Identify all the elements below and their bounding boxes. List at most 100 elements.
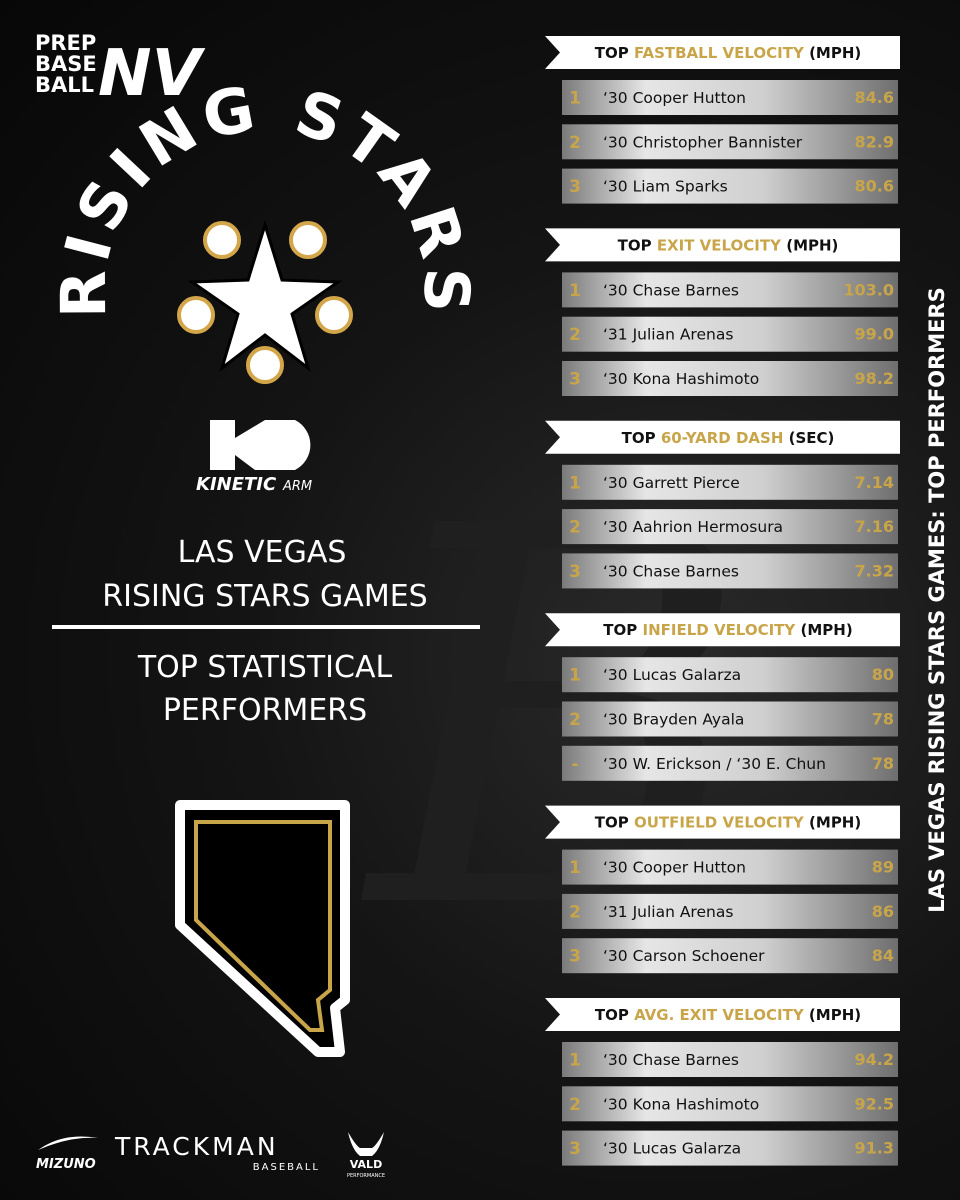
subheading-line: TOP STATISTICAL	[137, 650, 393, 685]
header-metric: 60-YARD DASH	[661, 428, 784, 446]
stat-value: 94.2	[855, 1050, 894, 1069]
player-name: ‘30 Christopher Bannister	[603, 133, 803, 151]
stat-value: 82.9	[855, 132, 894, 151]
player-name: ‘30 Cooper Hutton	[603, 859, 746, 877]
stat-value: 84	[872, 946, 894, 965]
divider	[52, 625, 480, 629]
header-text: TOP OUTFIELD VELOCITY (MPH)	[595, 813, 861, 831]
header-banner	[545, 805, 900, 839]
leaderboard-row: 1 ‘30 Chase Barnes 94.2	[562, 1042, 898, 1077]
leaderboard: TOP FASTBALL VELOCITY (MPH) 1 ‘30 Cooper H…	[545, 36, 900, 204]
rank: 3	[569, 562, 581, 582]
stat-value: 92.5	[855, 1094, 894, 1113]
header-metric: OUTFIELD VELOCITY	[634, 813, 805, 831]
kinetic-arm-logo: KINETIC ARM	[196, 420, 312, 495]
leaderboard: TOP AVG. EXIT VELOCITY (MPH) 1 ‘30 Chase B…	[545, 998, 900, 1166]
row-bar	[562, 657, 898, 693]
player-name: ‘30 Kona Hashimoto	[603, 1095, 759, 1113]
stat-value: 91.3	[855, 1139, 894, 1158]
row-bar	[562, 168, 898, 204]
row-bar	[562, 464, 898, 500]
rank: 2	[569, 1095, 581, 1115]
row-bar	[562, 701, 898, 737]
stat-value: 98.2	[855, 369, 894, 388]
logo-line: BALL	[35, 73, 94, 97]
leaderboard-row: - ‘30 W. Erickson / ‘30 E. Chun 78	[562, 745, 898, 781]
nevada-shape	[175, 800, 350, 1057]
header-banner	[545, 228, 900, 262]
stat-value: 89	[872, 858, 894, 877]
baseballs	[177, 221, 353, 384]
rank: 1	[569, 666, 581, 686]
trackman-sub: BASEBALL	[253, 1162, 320, 1173]
player-name: ‘30 Carson Schoener	[603, 947, 765, 965]
header-metric: FASTBALL VELOCITY	[634, 44, 805, 62]
rising-stars-logo: RISING STARS	[47, 71, 477, 384]
header-text: TOP AVG. EXIT VELOCITY (MPH)	[595, 1006, 861, 1024]
player-name: ‘30 Cooper Hutton	[603, 89, 746, 107]
stat-value: 99.0	[855, 325, 894, 344]
player-name: ‘31 Julian Arenas	[603, 903, 733, 921]
leaderboard: TOP EXIT VELOCITY (MPH) 1 ‘30 Chase Barnes…	[545, 228, 900, 396]
player-name: ‘31 Julian Arenas	[603, 326, 733, 344]
star	[187, 219, 343, 373]
header-text: TOP 60-YARD DASH (SEC)	[622, 428, 835, 446]
sponsor-suffix: ARM	[282, 479, 312, 494]
rank: 1	[569, 281, 581, 301]
stat-value: 80	[872, 665, 894, 684]
header-unit: (MPH)	[801, 621, 853, 639]
rank: 3	[569, 370, 581, 390]
header-banner	[545, 613, 900, 647]
header-text: TOP FASTBALL VELOCITY (MPH)	[595, 44, 862, 62]
player-name: ‘30 Aahrion Hermosura	[603, 518, 783, 536]
vald-sub: PERFORMANCE	[347, 1173, 385, 1179]
header-prefix: TOP	[595, 44, 629, 62]
header-prefix: TOP	[595, 1006, 629, 1024]
leaderboard-row: 2 ‘30 Kona Hashimoto 92.5	[562, 1086, 898, 1122]
heading-line: RISING STARS GAMES	[102, 579, 427, 614]
vald: VALD	[350, 1158, 382, 1171]
player-name: ‘30 Liam Sparks	[603, 178, 728, 196]
row-bar	[562, 316, 898, 352]
stat-value: 7.32	[855, 561, 894, 580]
rank: 3	[569, 947, 581, 967]
header-banner	[545, 998, 900, 1031]
rank: 3	[569, 1139, 581, 1159]
stat-value: 7.16	[855, 517, 894, 536]
player-name: ‘30 Chase Barnes	[603, 562, 739, 580]
header-text: TOP INFIELD VELOCITY (MPH)	[603, 621, 852, 639]
leaderboard-row: 2 ‘30 Christopher Bannister 82.9	[562, 124, 898, 160]
rank: 2	[569, 902, 581, 922]
sponsor-brand: KINETIC	[196, 474, 277, 495]
row-bar	[562, 553, 898, 589]
player-name: ‘30 Garrett Pierce	[603, 474, 740, 492]
leaderboard: TOP OUTFIELD VELOCITY (MPH) 1 ‘30 Cooper H…	[545, 805, 900, 974]
header-prefix: TOP	[622, 428, 656, 446]
subheading-line: PERFORMERS	[163, 693, 367, 728]
leaderboard-row: 2 ‘31 Julian Arenas 99.0	[562, 316, 898, 352]
leaderboard-row: 1 ‘30 Chase Barnes 103.0	[562, 272, 898, 308]
row-bar	[562, 938, 898, 974]
player-name: ‘30 Lucas Galarza	[603, 1140, 741, 1158]
header-unit: (SEC)	[789, 428, 835, 446]
row-bar	[562, 1086, 898, 1122]
header-banner	[545, 420, 900, 454]
stat-value: 80.6	[855, 177, 894, 196]
leaderboard-row: 3 ‘30 Carson Schoener 84	[562, 938, 898, 974]
row-bar	[562, 509, 898, 545]
stat-value: 84.6	[855, 88, 894, 107]
stat-value: 86	[872, 902, 894, 921]
leaderboard-row: 3 ‘30 Liam Sparks 80.6	[562, 168, 898, 204]
mizuno: MIZUNO	[36, 1157, 96, 1172]
row-bar	[562, 849, 898, 885]
side-title: LAS VEGAS RISING STARS GAMES: TOP PERFOR…	[925, 287, 949, 913]
leaderboard-row: 2 ‘31 Julian Arenas 86	[562, 893, 898, 929]
stat-value: 78	[872, 710, 894, 729]
leaderboard-row: 3 ‘30 Chase Barnes 7.32	[562, 553, 898, 589]
rank: 2	[569, 133, 581, 153]
row-bar	[562, 361, 898, 396]
header-unit: (MPH)	[809, 1006, 861, 1024]
heading: LAS VEGAS RISING STARS GAMES TOP STATIST…	[52, 535, 480, 728]
leaderboards: TOP FASTBALL VELOCITY (MPH) 1 ‘30 Cooper H…	[545, 36, 900, 1166]
leaderboard-row: 2 ‘30 Brayden Ayala 78	[562, 701, 898, 737]
